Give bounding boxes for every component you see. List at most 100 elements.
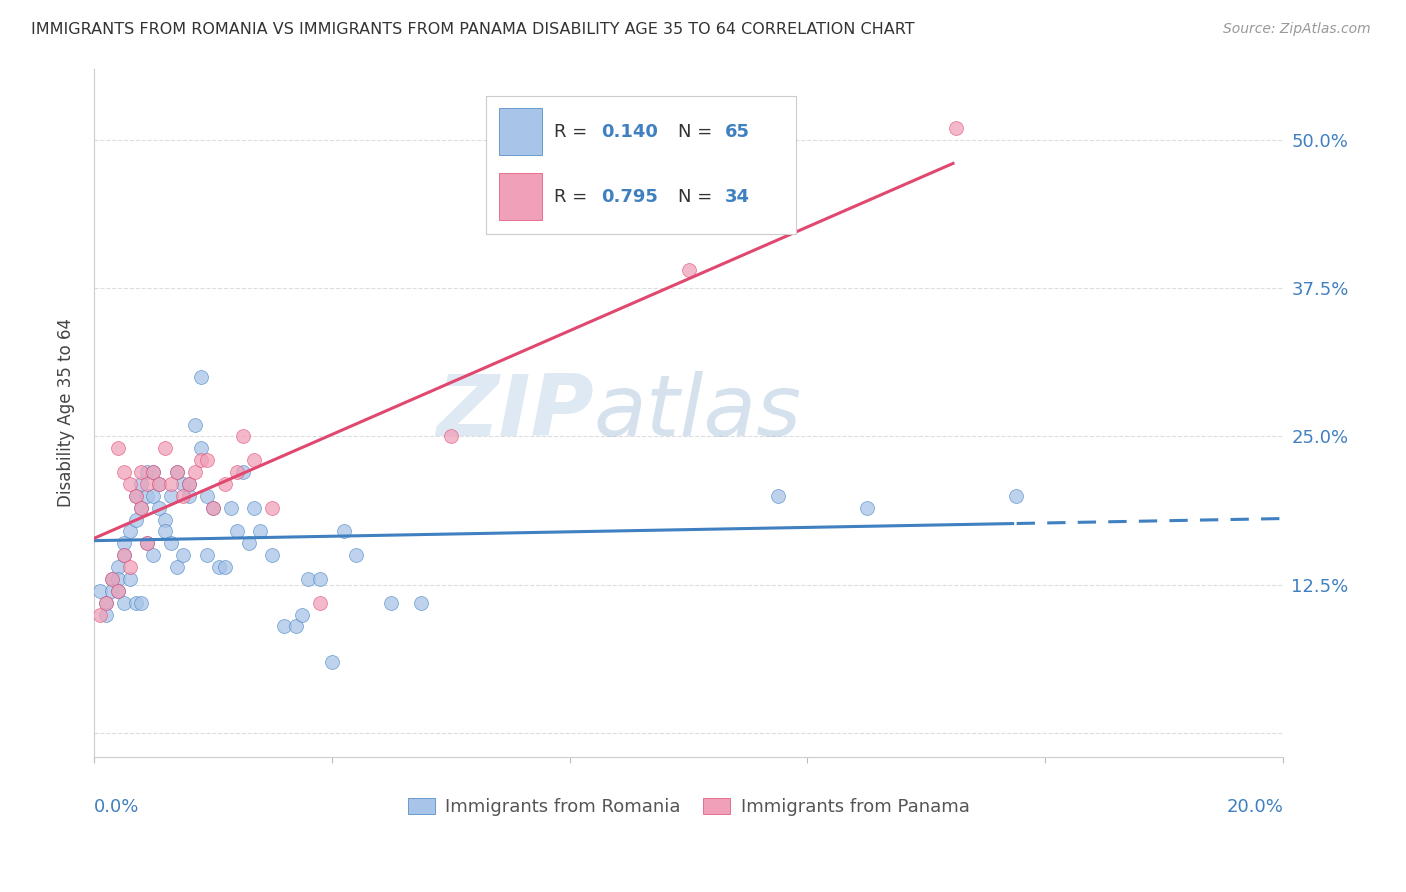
- Point: [118, 560, 141, 574]
- Point: [112, 536, 135, 550]
- Point: [678, 263, 700, 277]
- Point: [291, 607, 314, 622]
- Point: [285, 619, 308, 633]
- Point: [208, 560, 231, 574]
- Point: [243, 453, 266, 467]
- Point: [945, 120, 967, 135]
- Point: [136, 536, 159, 550]
- Point: [238, 536, 260, 550]
- Point: [124, 512, 146, 526]
- Point: [766, 489, 789, 503]
- Text: Source: ZipAtlas.com: Source: ZipAtlas.com: [1223, 22, 1371, 37]
- Point: [214, 477, 236, 491]
- Point: [219, 500, 242, 515]
- Point: [155, 442, 177, 456]
- Point: [94, 596, 117, 610]
- Point: [166, 465, 188, 479]
- Point: [160, 477, 183, 491]
- Point: [332, 524, 354, 539]
- Point: [1004, 489, 1026, 503]
- Point: [380, 596, 402, 610]
- Point: [118, 572, 141, 586]
- Point: [232, 465, 254, 479]
- Point: [190, 453, 212, 467]
- Point: [297, 572, 319, 586]
- Point: [124, 489, 146, 503]
- Point: [148, 477, 170, 491]
- Point: [112, 548, 135, 562]
- Point: [195, 548, 218, 562]
- Point: [177, 477, 200, 491]
- Point: [262, 500, 284, 515]
- Point: [155, 512, 177, 526]
- Point: [166, 560, 188, 574]
- Point: [131, 477, 153, 491]
- Point: [344, 548, 367, 562]
- Point: [262, 548, 284, 562]
- Point: [409, 596, 432, 610]
- Point: [131, 465, 153, 479]
- Point: [195, 453, 218, 467]
- Point: [118, 524, 141, 539]
- Point: [172, 489, 194, 503]
- Point: [89, 607, 111, 622]
- Point: [190, 442, 212, 456]
- Point: [201, 500, 224, 515]
- Point: [107, 572, 129, 586]
- Point: [136, 536, 159, 550]
- Point: [214, 560, 236, 574]
- Point: [309, 572, 332, 586]
- Point: [148, 477, 170, 491]
- Point: [142, 465, 165, 479]
- Text: ZIP: ZIP: [436, 371, 593, 454]
- Point: [190, 370, 212, 384]
- Point: [136, 465, 159, 479]
- Point: [100, 572, 122, 586]
- Point: [155, 524, 177, 539]
- Point: [89, 583, 111, 598]
- Point: [195, 489, 218, 503]
- Point: [100, 583, 122, 598]
- Point: [112, 548, 135, 562]
- Point: [131, 500, 153, 515]
- Point: [172, 477, 194, 491]
- Point: [94, 607, 117, 622]
- Point: [177, 489, 200, 503]
- Point: [201, 500, 224, 515]
- Legend: Immigrants from Romania, Immigrants from Panama: Immigrants from Romania, Immigrants from…: [401, 791, 977, 823]
- Point: [118, 477, 141, 491]
- Point: [107, 583, 129, 598]
- Point: [142, 548, 165, 562]
- Point: [225, 524, 247, 539]
- Point: [440, 429, 463, 443]
- Point: [232, 429, 254, 443]
- Point: [273, 619, 295, 633]
- Point: [142, 489, 165, 503]
- Point: [136, 489, 159, 503]
- Point: [243, 500, 266, 515]
- Text: 0.0%: 0.0%: [94, 798, 139, 816]
- Point: [124, 596, 146, 610]
- Text: 20.0%: 20.0%: [1226, 798, 1284, 816]
- Point: [100, 572, 122, 586]
- Point: [309, 596, 332, 610]
- Point: [184, 465, 207, 479]
- Point: [172, 548, 194, 562]
- Point: [131, 596, 153, 610]
- Point: [177, 477, 200, 491]
- Point: [112, 465, 135, 479]
- Point: [124, 489, 146, 503]
- Point: [107, 560, 129, 574]
- Point: [107, 583, 129, 598]
- Point: [142, 465, 165, 479]
- Point: [249, 524, 271, 539]
- Point: [131, 500, 153, 515]
- Point: [225, 465, 247, 479]
- Point: [321, 655, 343, 669]
- Y-axis label: Disability Age 35 to 64: Disability Age 35 to 64: [58, 318, 75, 508]
- Point: [856, 500, 879, 515]
- Point: [184, 417, 207, 432]
- Point: [107, 442, 129, 456]
- Point: [160, 489, 183, 503]
- Point: [94, 596, 117, 610]
